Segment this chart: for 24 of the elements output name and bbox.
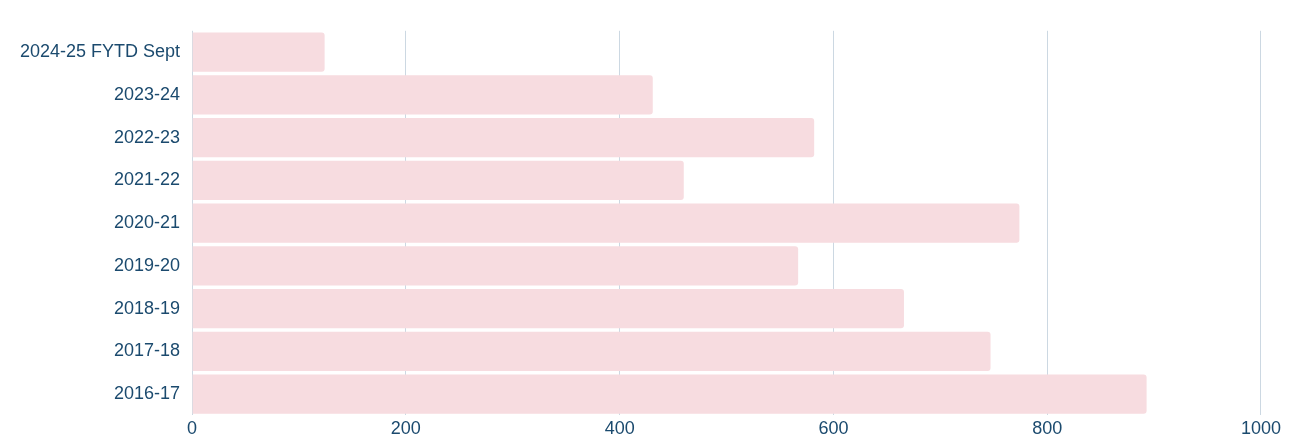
bar: [192, 374, 1147, 414]
y-tick-label: 2018-19: [114, 297, 181, 318]
y-tick-label: 2024-25 FYTD Sept: [19, 41, 181, 62]
bar: [192, 331, 991, 371]
bar: [192, 32, 325, 72]
bar: [192, 203, 1020, 243]
y-tick-label: 2020-21: [114, 212, 181, 233]
y-tick-label: 2021-22: [114, 169, 181, 190]
y-tick-label: 2022-23: [114, 126, 181, 147]
x-tick-label: 800: [1032, 418, 1063, 439]
x-tick-label: 400: [604, 418, 635, 439]
x-tick-label: 0: [187, 418, 198, 439]
y-tick-label: 2023-24: [114, 83, 181, 104]
y-tick-label: 2019-20: [114, 254, 181, 275]
bar: [192, 75, 653, 115]
y-tick-label: 2016-17: [114, 383, 181, 403]
bar: [192, 246, 799, 286]
bar: [192, 288, 904, 329]
x-tick-label: 600: [818, 418, 849, 439]
bar: [192, 117, 815, 158]
x-tick-label: 200: [390, 418, 421, 439]
bar: [192, 160, 684, 201]
y-tick-label: 2017-18: [114, 340, 181, 361]
x-tick-label: 1000: [1240, 418, 1281, 439]
